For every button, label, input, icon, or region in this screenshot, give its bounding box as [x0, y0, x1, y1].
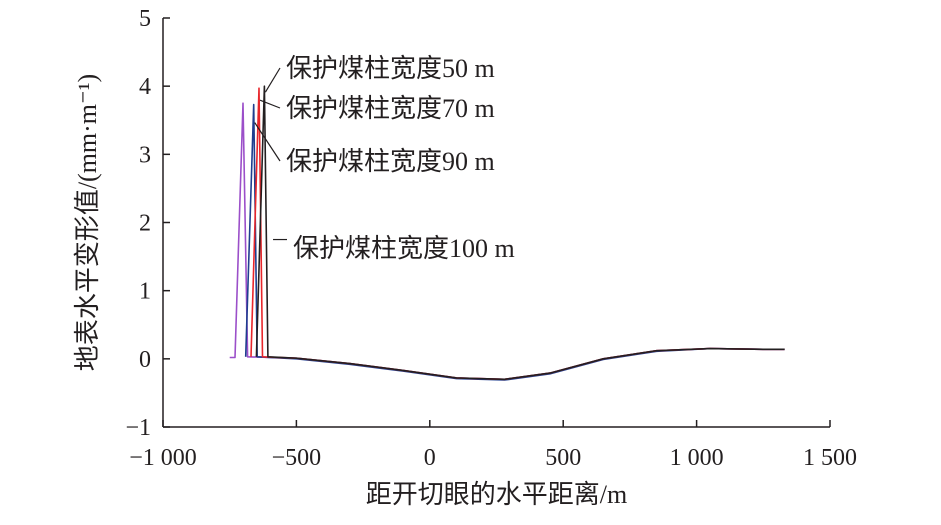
legend-leader-0	[264, 67, 281, 93]
y-tick-label: 5	[139, 6, 151, 32]
y-axis-title: 地表水平变形值/(mm·m⁻¹)	[73, 74, 102, 371]
axes	[162, 17, 831, 428]
legend-label-70m: 保护煤柱宽度70 m	[286, 94, 495, 123]
x-tick-label: −1 000	[129, 445, 197, 471]
tick-labels: −1 0 1 2 3 4 5 −1 000 −500 0 500 1 000 1 500	[125, 6, 857, 471]
y-tick-label: 4	[139, 74, 151, 100]
x-tick-label: 1 500	[803, 445, 857, 471]
x-axis-title: 距开切眼的水平距离/m	[366, 480, 627, 509]
series-line-0	[255, 85, 785, 381]
legend-label-100m: 保护煤柱宽度100 m	[293, 234, 515, 263]
x-tick-label: 0	[424, 445, 436, 471]
y-tick-label: 0	[139, 347, 151, 373]
series-layer	[229, 85, 785, 381]
legend-leaders	[254, 67, 287, 241]
y-tick-label: −1	[125, 415, 151, 441]
legend-label-90m: 保护煤柱宽度90 m	[286, 147, 495, 176]
y-tick-label: 1	[139, 279, 151, 305]
y-tick-label: 3	[139, 142, 151, 168]
legend-label-50m: 保护煤柱宽度50 m	[286, 54, 495, 83]
y-tick-label: 2	[139, 211, 151, 237]
legend-leader-2	[254, 122, 281, 162]
legend-leader-1	[259, 99, 281, 109]
x-tick-label: 500	[545, 445, 581, 471]
x-tick-label: 1 000	[670, 445, 724, 471]
x-tick-label: −500	[272, 445, 322, 471]
